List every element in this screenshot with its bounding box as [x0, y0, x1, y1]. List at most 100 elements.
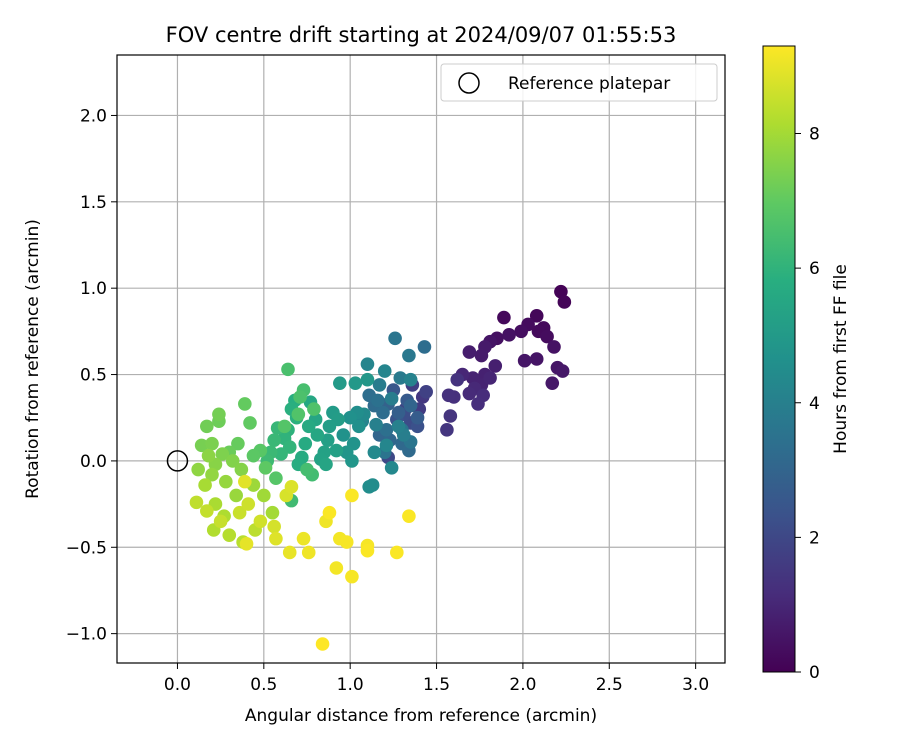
scatter-point [557, 295, 572, 309]
scatter-point [497, 310, 511, 325]
scatter-point [384, 461, 399, 475]
y-tick-label: 2.0 [80, 106, 107, 126]
scatter-point [540, 329, 554, 344]
scatter-point [215, 447, 230, 461]
x-tick-label: 2.0 [509, 675, 536, 695]
scatter-point [282, 545, 297, 560]
scatter-point [360, 543, 375, 558]
scatter-point [554, 284, 568, 299]
scatter-point [547, 340, 561, 354]
scatter-point [474, 348, 489, 363]
scatter-point [343, 410, 357, 425]
scatter-point [274, 447, 288, 461]
scatter-point [377, 364, 392, 378]
scatter-point [320, 433, 335, 447]
scatter-point [360, 372, 375, 387]
scatter-point [301, 545, 316, 560]
scatter-point [329, 561, 344, 575]
scatter-point [200, 419, 214, 434]
y-tick-label: 1.0 [80, 279, 107, 299]
scatter-point [502, 328, 516, 342]
scatter-point [267, 519, 281, 534]
scatter-point [488, 359, 503, 373]
scatter-point [191, 462, 205, 477]
scatter-point [555, 364, 570, 378]
legend-label: Reference platepar [508, 74, 670, 94]
x-axis-label: Angular distance from reference (arcmin) [245, 706, 597, 726]
scatter-point [403, 398, 418, 413]
scatter-point [200, 504, 214, 518]
x-tick-label: 1.0 [337, 675, 364, 695]
scatter-point [339, 535, 354, 549]
scatter-point [545, 376, 560, 390]
reference-marker-group [166, 450, 189, 472]
colorbar-tick-label: 6 [809, 259, 820, 279]
scatter-point [372, 378, 387, 392]
scatter-point [310, 428, 325, 442]
scatter-point [391, 419, 406, 434]
scatter-point [403, 372, 418, 387]
scatter-point [402, 348, 416, 363]
scatter-point [362, 480, 376, 494]
scatter-point [243, 416, 257, 430]
scatter-point [246, 448, 261, 463]
legend-open-circle-icon [458, 72, 480, 94]
scatter-point [225, 454, 240, 468]
scatter-point [189, 495, 204, 510]
colorbar-label: Hours from first FF file [831, 264, 851, 454]
scatter-point [277, 419, 292, 434]
scatter-point [471, 397, 485, 411]
scatter-point [265, 505, 280, 520]
scatter-point [379, 423, 394, 437]
scatter-point [222, 528, 237, 542]
scatter-point [369, 417, 383, 432]
plot-frame [116, 54, 726, 664]
y-tick-label: −0.5 [66, 538, 107, 558]
scatter-point [229, 488, 243, 503]
scatter-point [352, 419, 366, 434]
scatter-point [238, 397, 252, 411]
scatter-point [419, 385, 433, 399]
scatter-point [367, 445, 382, 460]
scatter-point [213, 514, 228, 529]
scatter-point [384, 391, 399, 406]
scatter-point [239, 537, 254, 551]
scatter-point [322, 419, 337, 434]
colorbar-tick-label: 8 [809, 125, 820, 145]
scatter-point [300, 462, 314, 477]
y-tick-label: 0.5 [80, 366, 107, 386]
scatter-point [371, 393, 385, 408]
y-tick-label: −1.0 [66, 625, 107, 645]
scatter-point [296, 531, 311, 546]
scatter-point [257, 488, 271, 503]
scatter-point [379, 438, 394, 453]
scatter-point [483, 371, 497, 385]
scatter-point [205, 436, 219, 451]
colorbar [762, 45, 796, 673]
scatter-point [307, 402, 321, 416]
scatter-point [462, 345, 477, 359]
scatter-point [238, 474, 252, 489]
scatter-point [281, 362, 295, 377]
scatter-point [514, 324, 528, 339]
scatter-point [322, 505, 337, 520]
scatter-point [417, 340, 432, 354]
x-tick-label: 0.0 [164, 675, 191, 695]
scatter-point [393, 371, 408, 385]
colorbar-ticks: 0 2 4 6 8 [795, 125, 820, 683]
scatter-point [345, 569, 359, 584]
grid-lines [117, 55, 725, 663]
scatter-points [189, 284, 572, 651]
scatter-point [298, 436, 313, 451]
scatter-point [529, 352, 544, 366]
scatter-point [333, 376, 347, 390]
scatter-point [212, 407, 226, 422]
scatter-point [517, 353, 532, 368]
legend: Reference platepar [440, 63, 718, 102]
scatter-point [267, 433, 281, 447]
x-tick-label: 3.0 [682, 675, 709, 695]
scatter-point [315, 637, 330, 651]
scatter-point [231, 436, 245, 451]
scatter-point [388, 331, 402, 346]
scatter-point [269, 471, 283, 485]
